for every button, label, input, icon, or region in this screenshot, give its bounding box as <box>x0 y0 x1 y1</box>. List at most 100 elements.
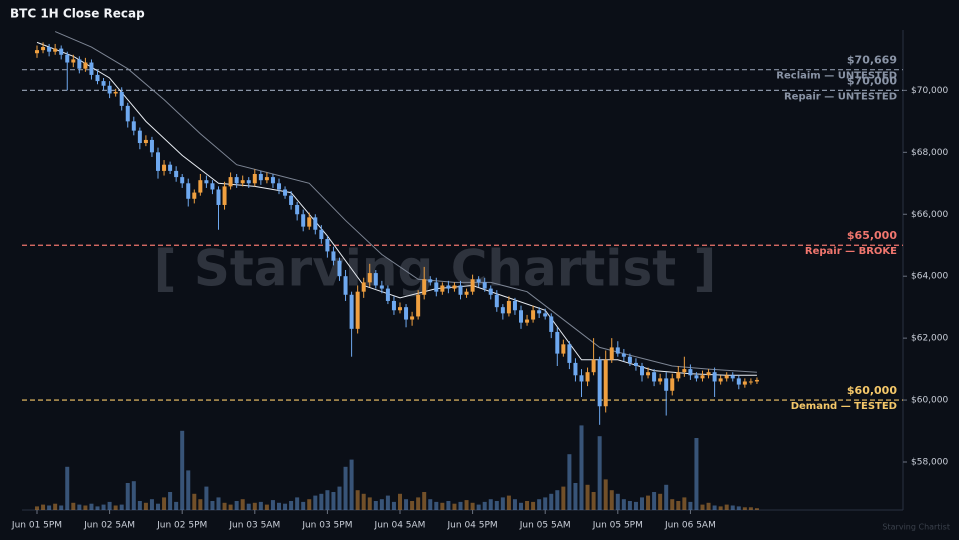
volume-bar <box>482 501 487 510</box>
volume-bar <box>355 490 360 510</box>
x-tick-label: Jun 05 5PM <box>592 521 643 531</box>
candle-body <box>633 362 638 366</box>
candle-body <box>143 139 148 144</box>
volume-bar <box>688 501 693 510</box>
candle-body <box>125 105 130 122</box>
volume-bar <box>664 484 669 510</box>
candle-body <box>458 285 463 295</box>
candle-body <box>621 353 626 357</box>
volume-bar <box>95 506 100 510</box>
volume-bar <box>331 492 336 510</box>
candle-body <box>573 362 578 376</box>
volume-bar <box>210 501 215 510</box>
candle-body <box>464 291 469 295</box>
volume-bar <box>494 501 499 510</box>
volume-bar <box>730 505 735 510</box>
volume-bar <box>640 497 644 510</box>
candle-body <box>470 279 475 292</box>
candle-body <box>95 74 100 82</box>
candle-body <box>640 366 644 376</box>
volume-bar <box>748 507 753 510</box>
credit: Starving Chartist <box>882 523 950 532</box>
x-tick-label: Jun 04 5AM <box>374 521 426 531</box>
volume-bar <box>724 504 729 510</box>
y-tick-label: $70,000 <box>911 86 948 96</box>
candle-body <box>452 285 457 289</box>
volume-bar <box>579 425 584 510</box>
candle-body <box>35 50 39 54</box>
y-tick-label: $68,000 <box>911 148 948 158</box>
candle-body <box>180 177 185 184</box>
volume-bar <box>131 481 136 510</box>
volume-bar <box>101 504 106 510</box>
volume-bar <box>204 486 209 510</box>
candle-body <box>319 229 324 240</box>
volume-bar <box>591 492 596 510</box>
candle-body <box>270 177 275 184</box>
candle-body <box>83 62 88 69</box>
candle-body <box>367 273 372 283</box>
volume-bar <box>422 492 427 510</box>
x-tick-label: Jun 03 5AM <box>228 521 280 531</box>
candle-body <box>47 47 52 52</box>
volume-bar <box>264 504 269 510</box>
volume-bar <box>361 493 366 510</box>
level-label: $65,000 <box>847 229 897 242</box>
volume-bar <box>682 497 687 510</box>
level-label: $70,000 <box>847 74 897 87</box>
volume-bar <box>742 507 747 510</box>
candle-body <box>204 180 209 184</box>
volume-bar <box>609 490 614 510</box>
volume-bar <box>258 501 263 510</box>
volume-bar <box>83 505 88 510</box>
candle-body <box>736 378 741 385</box>
candle-body <box>561 344 566 354</box>
candle-body <box>500 307 505 314</box>
volume-bar <box>325 490 330 510</box>
candle-body <box>119 91 124 106</box>
candle-body <box>512 300 517 311</box>
candle-body <box>391 300 396 311</box>
volume-bar <box>252 502 257 510</box>
volume-bar <box>343 466 348 510</box>
volume-bar <box>113 505 118 510</box>
volume-bar <box>452 503 457 510</box>
candle-body <box>246 180 251 184</box>
volume-bar <box>301 501 306 510</box>
candle-body <box>476 279 481 283</box>
volume-bar <box>47 505 52 510</box>
candle-body <box>658 378 663 382</box>
candle-body <box>192 192 197 199</box>
candle-body <box>627 356 632 363</box>
volume-bar <box>410 501 415 510</box>
volume-bar <box>597 436 602 510</box>
candle-body <box>748 381 753 383</box>
volume-bar <box>77 504 82 510</box>
candle-body <box>65 54 70 63</box>
candle-body <box>434 282 439 292</box>
candle-body <box>174 170 179 178</box>
candle-body <box>404 307 409 320</box>
level-note: Reclaim — UNTESTED <box>776 71 897 82</box>
volume-bar <box>561 486 566 510</box>
candle-body <box>283 189 288 196</box>
candle-body <box>131 121 136 131</box>
candle-body <box>325 239 330 252</box>
candle-body <box>59 48 64 55</box>
volume-bar <box>234 501 239 510</box>
volume-bar <box>192 493 197 510</box>
candle-body <box>331 251 336 261</box>
volume-bar <box>319 493 324 510</box>
candle-body <box>41 47 46 51</box>
candle-body <box>337 260 342 277</box>
candle-body <box>162 164 167 171</box>
volume-bar <box>512 499 517 510</box>
volume-bar <box>500 497 505 510</box>
volume-bar <box>700 504 705 510</box>
candle-body <box>428 279 433 283</box>
volume-bar <box>307 499 312 510</box>
y-tick-label: $60,000 <box>911 396 948 406</box>
volume-bar <box>41 504 46 510</box>
candle-body <box>71 59 76 63</box>
volume-bar <box>652 492 657 510</box>
